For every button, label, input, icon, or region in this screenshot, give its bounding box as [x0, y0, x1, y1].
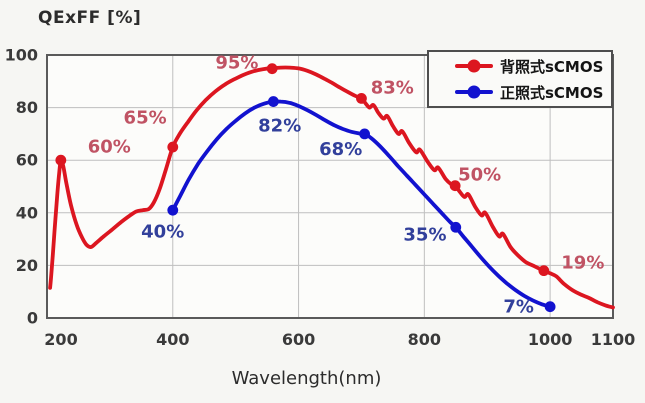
y-tick-label: 100: [5, 46, 38, 65]
series-1-marker: [268, 96, 279, 107]
series-0-marker: [266, 63, 278, 75]
y-tick-label: 40: [16, 203, 38, 222]
data-label: 68%: [319, 139, 362, 160]
series-1-marker: [544, 301, 556, 313]
data-label: 65%: [124, 108, 167, 129]
series-1-marker: [450, 221, 462, 233]
data-label: 50%: [458, 164, 501, 185]
legend-label-back-illuminated: 背照式sCMOS: [500, 57, 604, 76]
x-tick-label: 600: [282, 330, 315, 349]
x-tick-label: 1100: [591, 330, 636, 349]
legend-item-front-illuminated-scmos: 正照式sCMOS: [455, 80, 611, 104]
series-0-marker: [167, 141, 179, 153]
data-label: 19%: [561, 252, 604, 273]
x-tick-label: 400: [156, 330, 189, 349]
series-0-marker: [538, 265, 550, 277]
legend: 背照式sCMOS 正照式sCMOS: [427, 50, 613, 108]
plot-border: [46, 54, 614, 319]
chart-title: QExFF [%]: [38, 8, 142, 28]
x-axis-label: Wavelength(nm): [231, 368, 382, 389]
data-label: 35%: [403, 224, 446, 245]
y-tick-label: 60: [16, 151, 38, 170]
series-0-marker: [55, 154, 67, 166]
legend-label-front-illuminated: 正照式sCMOS: [500, 83, 604, 102]
red-series-sample-icon: [455, 59, 493, 73]
series-0-marker: [449, 180, 461, 192]
data-label: 7%: [503, 296, 534, 317]
series-1-marker: [359, 128, 370, 140]
data-label: 40%: [141, 221, 184, 242]
x-tick-label: 200: [44, 330, 77, 349]
blue-dot-icon: [467, 85, 481, 99]
x-tick-label: 800: [408, 330, 441, 349]
series-0-marker: [356, 92, 367, 104]
data-label: 60%: [88, 137, 131, 158]
red-dot-icon: [467, 59, 481, 73]
data-label: 82%: [258, 116, 301, 137]
data-label: 95%: [215, 52, 258, 73]
y-tick-label: 0: [27, 309, 38, 328]
blue-series-sample-icon: [455, 85, 493, 99]
series-0-line: [48, 65, 615, 310]
x-tick-label: 1000: [528, 330, 573, 349]
legend-item-back-illuminated-scmos: 背照式sCMOS: [455, 54, 611, 78]
data-label: 83%: [371, 77, 414, 98]
y-tick-label: 80: [16, 98, 38, 117]
series-1-marker: [167, 204, 179, 216]
y-tick-label: 20: [16, 256, 38, 275]
